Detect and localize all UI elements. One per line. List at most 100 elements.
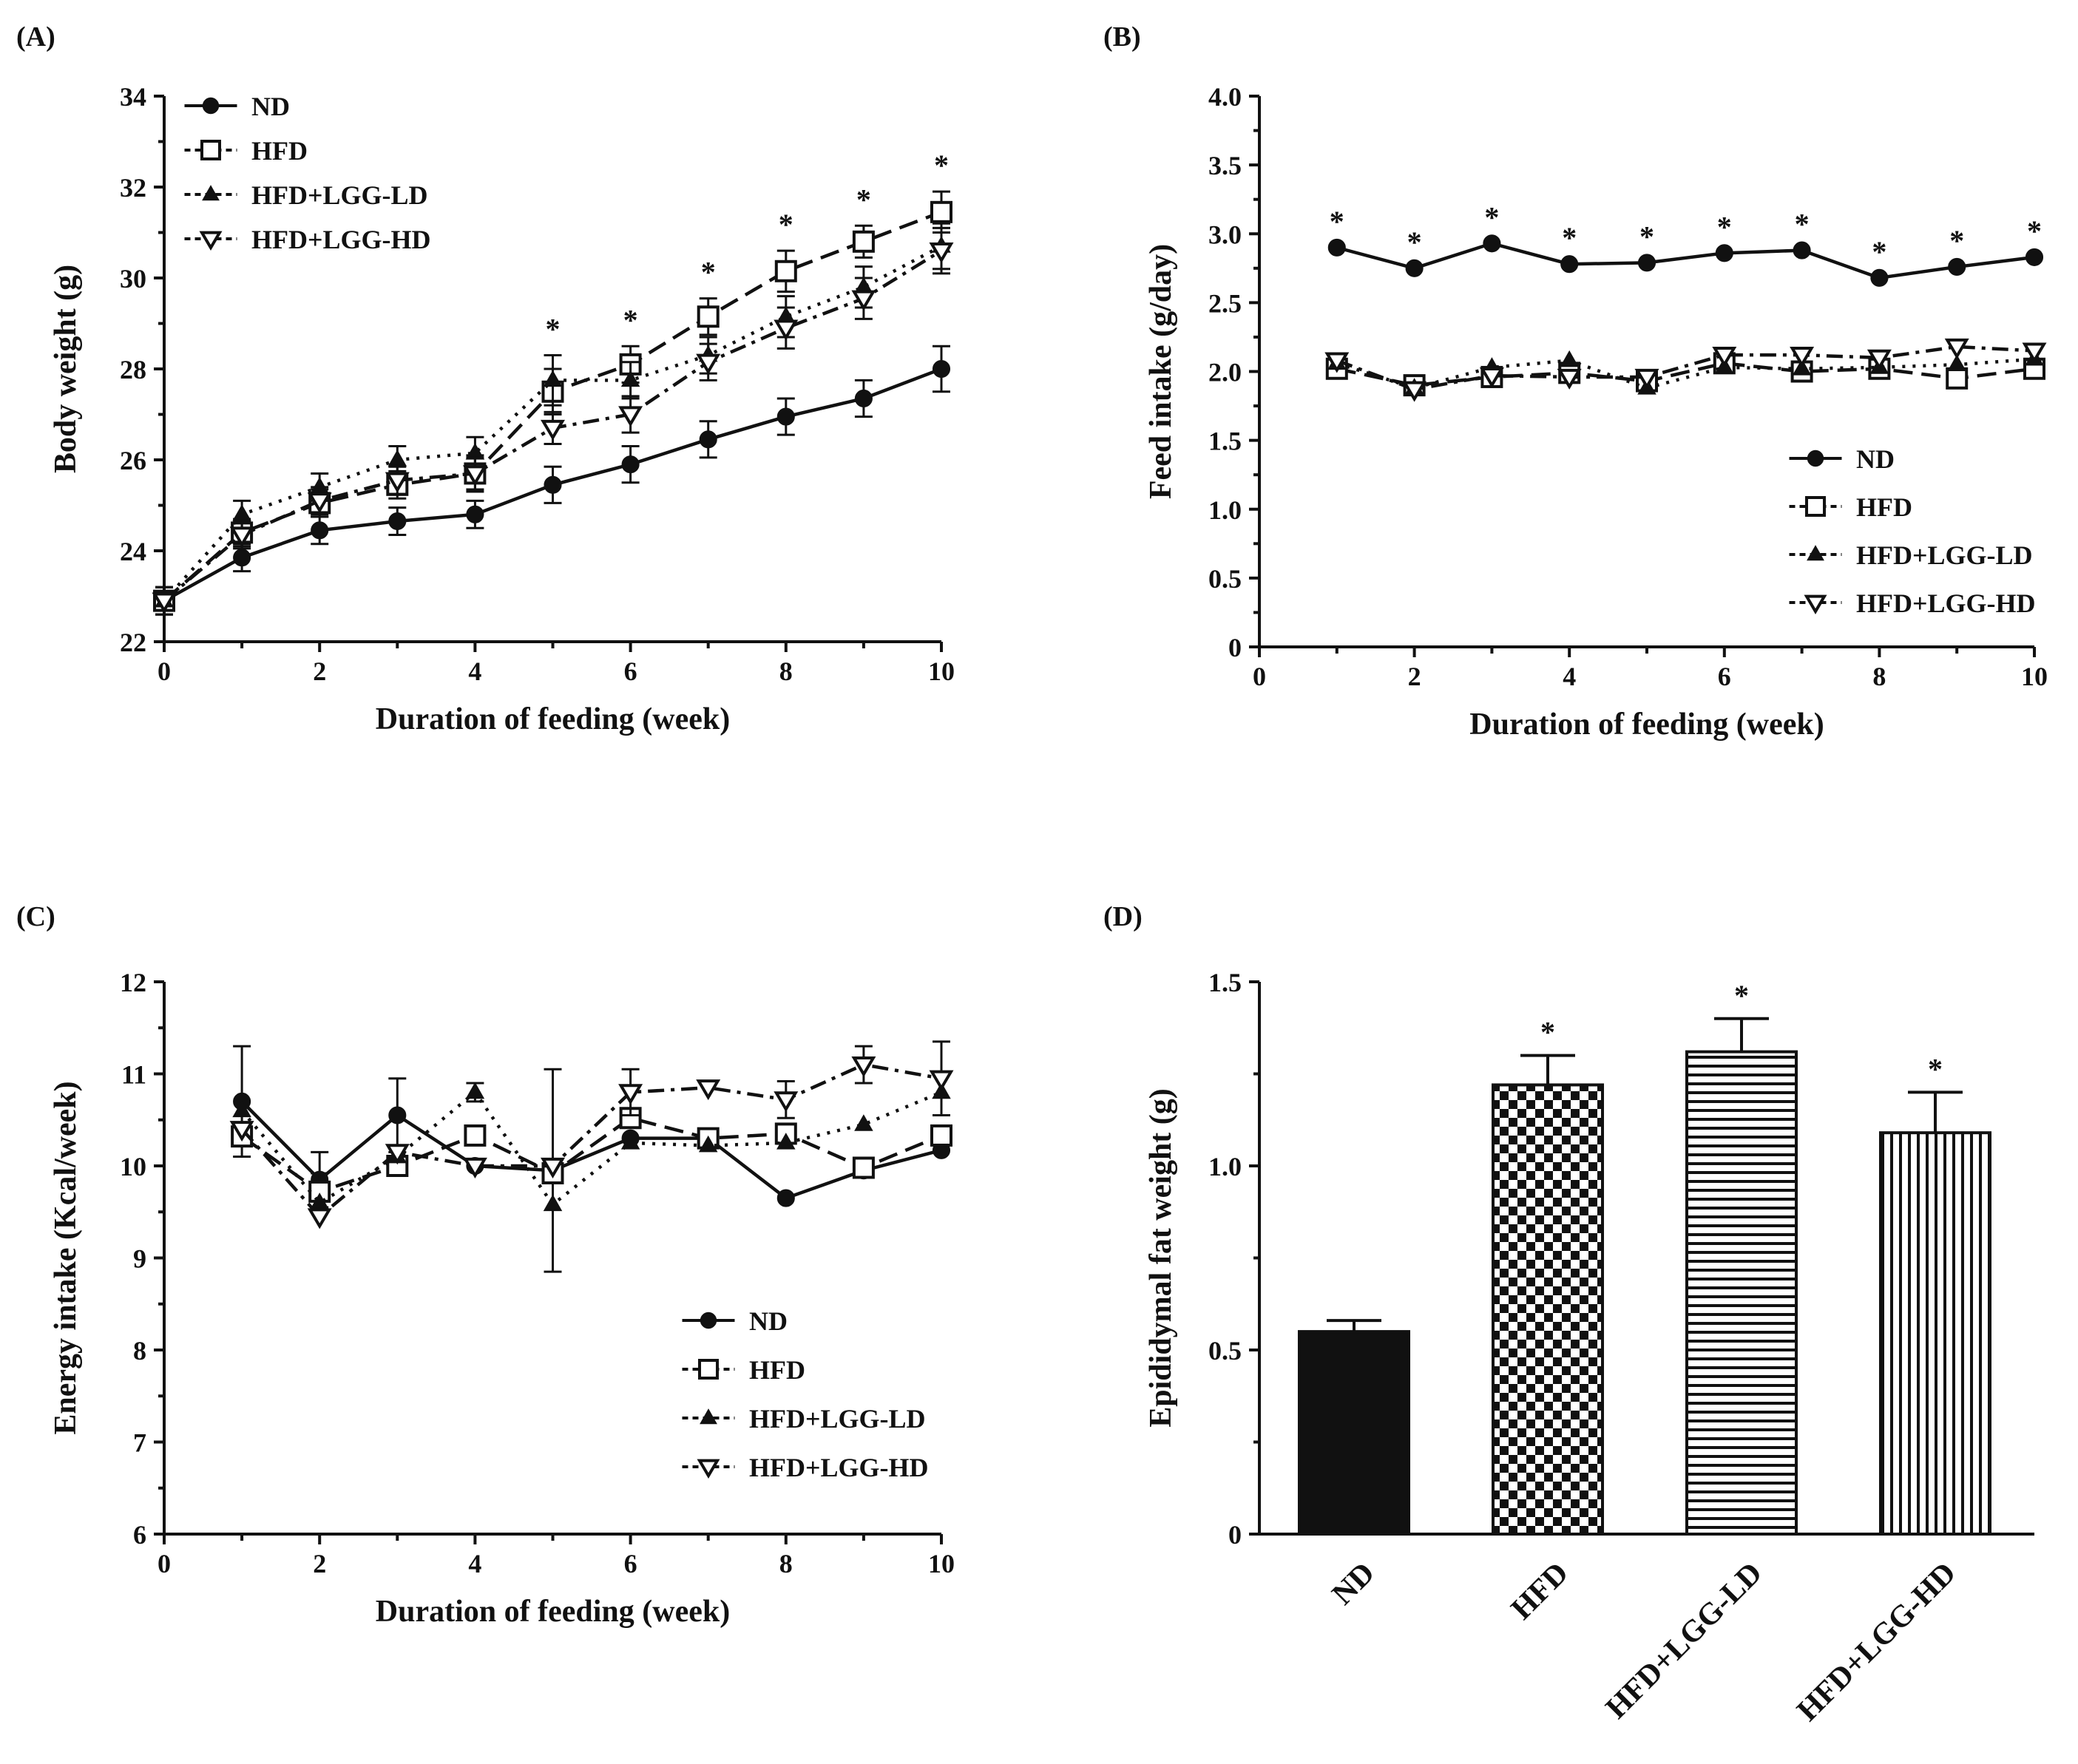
- data-point: [466, 505, 484, 523]
- series-line: [240, 1100, 942, 1201]
- data-point: [311, 521, 329, 540]
- data-point: [1327, 238, 1346, 257]
- data-point: [229, 1121, 254, 1142]
- panel-label: (B): [1103, 21, 1141, 52]
- data-point: [1634, 368, 1659, 390]
- legend-label: HFD: [749, 1355, 805, 1385]
- x-tick-label: 2: [313, 657, 326, 686]
- data-point: [2025, 248, 2044, 266]
- y-tick-label: 32: [120, 173, 146, 203]
- y-tick-label: 0: [1228, 1520, 1242, 1550]
- data-point: [1946, 367, 1969, 390]
- data-point: [929, 1070, 954, 1091]
- significance-star: *: [623, 303, 638, 336]
- significance-star-hfd-lgg-hd: *: [1928, 1052, 1943, 1085]
- x-tick-label: 8: [779, 657, 793, 686]
- legend-label: HFD+LGG-LD: [749, 1404, 926, 1434]
- legend-label: ND: [1856, 444, 1895, 474]
- data-point: [1483, 234, 1501, 253]
- significance-star: *: [546, 313, 561, 346]
- bar-hfd: [1491, 1083, 1605, 1536]
- data-point: [462, 1157, 487, 1178]
- data-point: [1560, 255, 1579, 274]
- data-point: [1944, 338, 1969, 359]
- data-point: [1947, 354, 1966, 371]
- significance-star: *: [1795, 208, 1810, 241]
- data-point: [619, 1107, 642, 1130]
- x-axis-title: Duration of feeding (week): [1469, 708, 1824, 742]
- legend-swatch-marker: [698, 1359, 719, 1380]
- y-tick-label: 1.5: [1208, 427, 1242, 456]
- series-hfd-lgg-hd: [229, 1040, 954, 1229]
- data-point: [1479, 367, 1504, 389]
- x-tick-label: 2: [1408, 662, 1421, 691]
- panel-c-energy-intake-chart: (C) 0 2 4 6 8 10 6 7 8 9 10 11 12 Duration of feeding …: [16, 901, 955, 1629]
- data-point: [541, 419, 565, 441]
- significance-star: *: [856, 183, 871, 216]
- y-axis-title: Energy intake (Kcal/week): [49, 1081, 83, 1434]
- bar-hfd-lgg-ld: [1685, 1050, 1798, 1536]
- y-tick-label: 3.5: [1208, 151, 1242, 180]
- data-point: [1637, 254, 1656, 272]
- data-point: [1557, 368, 1582, 390]
- y-tick-label: 8: [133, 1336, 146, 1366]
- data-point: [620, 370, 640, 387]
- x-tick-label: 6: [1718, 662, 1731, 691]
- data-point: [1793, 241, 1811, 259]
- significance-star: *: [1330, 205, 1344, 238]
- series-line: [1336, 362, 2035, 387]
- y-tick-label: 6: [133, 1520, 146, 1550]
- y-tick-label: 34: [120, 82, 146, 112]
- data-point: [776, 1189, 795, 1207]
- data-point: [618, 1084, 643, 1105]
- x-tick-label: 6: [624, 1549, 637, 1578]
- data-point: [699, 430, 717, 449]
- data-point: [621, 455, 640, 474]
- data-point: [543, 1194, 563, 1212]
- data-point: [776, 1133, 796, 1150]
- data-point: [307, 1208, 332, 1229]
- y-tick-label: 12: [120, 968, 146, 997]
- y-tick-label: 9: [133, 1244, 146, 1274]
- y-tick-label: 7: [133, 1428, 146, 1458]
- y-tick-label: 0: [1228, 633, 1242, 662]
- bar-hfd-lgg-hd: [1878, 1131, 1992, 1536]
- x-tick-label: 0: [1253, 662, 1266, 691]
- legend-swatch-marker: [1807, 450, 1824, 467]
- x-tick-label: 6: [624, 657, 637, 686]
- series-hfd: [231, 1107, 952, 1212]
- data-point: [696, 353, 721, 375]
- y-tick-label: 3.0: [1208, 220, 1242, 249]
- series-hfd-lgg-hd: [1324, 338, 2047, 402]
- data-point: [696, 1079, 721, 1101]
- data-point: [1560, 350, 1579, 367]
- data-point: [852, 230, 875, 253]
- legend-label: ND: [251, 92, 290, 121]
- y-tick-label: 28: [120, 355, 146, 384]
- data-point: [1715, 244, 1733, 262]
- significance-star: *: [1484, 200, 1499, 234]
- x-tick-label: 8: [779, 1549, 793, 1578]
- data-point: [385, 1144, 410, 1165]
- y-tick-label: 30: [120, 264, 146, 294]
- x-tick-label: 10: [2021, 662, 2048, 691]
- legend-label: HFD: [1856, 492, 1912, 522]
- y-tick-label: 2.5: [1208, 288, 1242, 318]
- data-point: [544, 475, 562, 494]
- legend-label: HFD+LGG-HD: [749, 1453, 929, 1482]
- legend-swatch-marker: [202, 185, 220, 201]
- data-point: [852, 1156, 875, 1179]
- data-point: [232, 1100, 251, 1118]
- series-line: [1336, 345, 2035, 392]
- significance-star: *: [1562, 221, 1577, 254]
- series-nd: [1327, 234, 2044, 287]
- category-label-hfd-lgg-hd: HFD+LGG-HD: [1790, 1556, 1963, 1729]
- data-point: [541, 1157, 565, 1178]
- data-point: [229, 526, 254, 548]
- data-point: [2022, 342, 2047, 364]
- x-tick-label: 10: [928, 1549, 955, 1578]
- y-tick-label: 26: [120, 446, 146, 475]
- data-point: [697, 305, 720, 328]
